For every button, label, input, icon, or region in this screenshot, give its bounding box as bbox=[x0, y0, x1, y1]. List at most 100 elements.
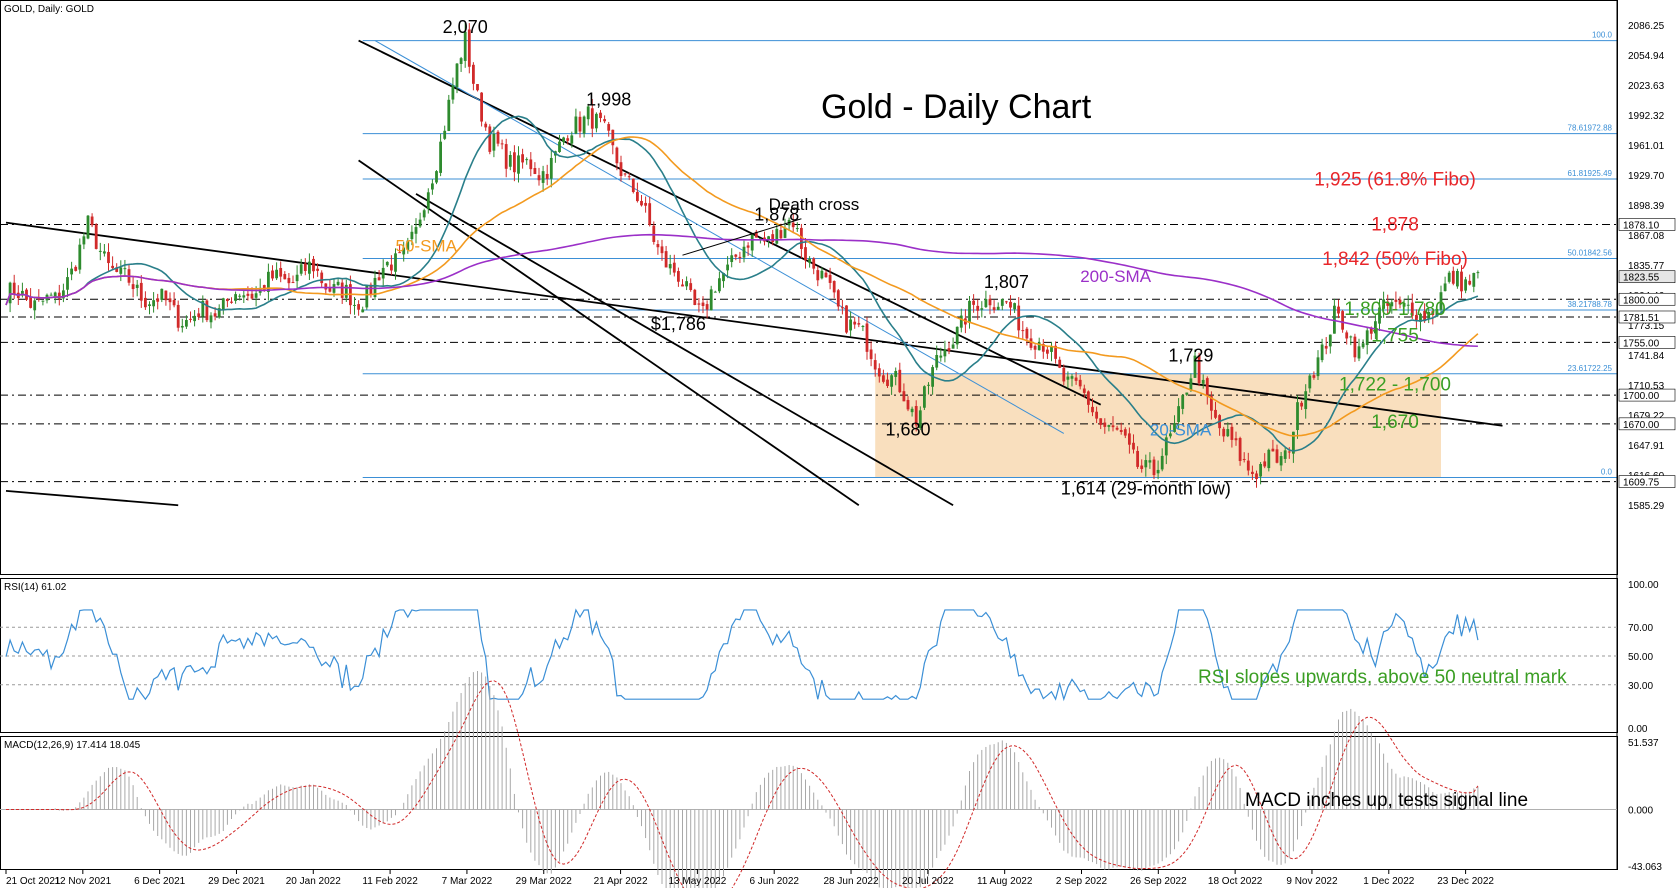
date-tick-label: 11 Aug 2022 bbox=[977, 876, 1033, 887]
candle-body bbox=[353, 304, 356, 306]
level-annotation: 1,878 bbox=[1371, 215, 1419, 236]
chart-title: Gold - Daily Chart bbox=[821, 88, 1092, 126]
candle-body bbox=[914, 405, 918, 426]
candle-body bbox=[328, 287, 332, 292]
candle-body bbox=[701, 302, 705, 307]
macd-tick-label: -43.063 bbox=[1628, 862, 1662, 873]
candle-body bbox=[1406, 304, 1410, 306]
candle-body bbox=[968, 300, 971, 323]
rsi-annotation: RSI slopes upwards, above 50 neutral mar… bbox=[1198, 667, 1567, 688]
candle-body bbox=[607, 124, 611, 131]
candle-body bbox=[816, 270, 820, 281]
trend-line bbox=[5, 221, 1503, 427]
candle-body bbox=[291, 282, 295, 284]
candle-body bbox=[1365, 330, 1369, 346]
candle-body bbox=[1300, 402, 1303, 407]
date-tick-label: 2 Sep 2022 bbox=[1056, 876, 1108, 887]
rsi-tick-label: 50.00 bbox=[1628, 652, 1653, 663]
macd-annotation: MACD inches up, tests signal line bbox=[1245, 790, 1528, 811]
candle-body bbox=[636, 191, 639, 202]
candle-body bbox=[115, 267, 119, 272]
candle-body bbox=[148, 304, 151, 307]
candle-body bbox=[832, 281, 836, 293]
price-tick-label: 2023.63 bbox=[1628, 81, 1665, 92]
rsi-title: RSI(14) 61.02 bbox=[4, 582, 67, 593]
candle-body bbox=[1050, 346, 1053, 352]
candle-body bbox=[1320, 344, 1324, 361]
candle-body bbox=[590, 108, 594, 129]
candle-body bbox=[578, 116, 582, 132]
price-level-badge bbox=[1618, 336, 1676, 349]
candle-body bbox=[1451, 270, 1455, 284]
candle-body bbox=[152, 300, 155, 307]
candle-body bbox=[295, 274, 299, 282]
candle-body bbox=[1152, 459, 1156, 476]
candle-body bbox=[139, 282, 143, 301]
candle-body bbox=[746, 245, 750, 248]
price-axis: 2086.25 2054.94 2023.63 1992.32 1961.01 1929.… bbox=[1616, 0, 1676, 870]
candle-body bbox=[1173, 423, 1176, 432]
candle-body bbox=[939, 355, 943, 358]
price-tick-label: 1867.08 bbox=[1628, 231, 1665, 242]
candle-body bbox=[496, 131, 500, 144]
candle-body bbox=[447, 99, 451, 131]
candle-body bbox=[722, 273, 725, 282]
candle-body bbox=[1263, 461, 1267, 467]
candle-body bbox=[1070, 376, 1074, 379]
candle-body bbox=[1189, 378, 1193, 391]
candle-body bbox=[800, 227, 803, 249]
price-label: 1,807 bbox=[984, 272, 1029, 292]
candle-body bbox=[394, 253, 397, 272]
candle-body bbox=[123, 268, 127, 270]
candle-body bbox=[1103, 422, 1107, 427]
candle-body bbox=[672, 262, 676, 273]
candle-body bbox=[750, 234, 754, 251]
candle-body bbox=[1029, 338, 1033, 348]
candle-body bbox=[742, 246, 746, 258]
candle-body bbox=[193, 315, 196, 322]
price-level-badge bbox=[1618, 475, 1676, 488]
candle-body bbox=[828, 274, 832, 283]
candle-body bbox=[164, 290, 168, 301]
price-label: 1,878 bbox=[754, 205, 799, 225]
date-tick-label: 20 Jan 2022 bbox=[286, 876, 341, 887]
candle-body bbox=[1259, 464, 1262, 477]
candle-body bbox=[1460, 271, 1463, 292]
candle-body bbox=[668, 264, 672, 269]
candle-body bbox=[21, 290, 24, 296]
candle-body bbox=[135, 284, 139, 289]
candle-body bbox=[1054, 345, 1057, 359]
candle-body bbox=[119, 267, 123, 274]
candle-body bbox=[718, 278, 721, 292]
candle-body bbox=[361, 309, 365, 313]
candle-body bbox=[209, 315, 213, 323]
candle-body bbox=[890, 375, 893, 387]
candle-body bbox=[1345, 332, 1349, 339]
candle-body bbox=[1058, 359, 1062, 368]
death-cross-label: Death cross bbox=[769, 195, 860, 214]
candle-body bbox=[1476, 272, 1480, 274]
candle-body bbox=[771, 234, 775, 242]
candle-body bbox=[1185, 392, 1189, 395]
candle-body bbox=[82, 236, 86, 245]
candle-body bbox=[1337, 306, 1340, 314]
candle-body bbox=[652, 225, 656, 242]
candle-body bbox=[808, 258, 811, 263]
candle-body bbox=[894, 370, 898, 377]
price-level-value: 1609.75 bbox=[1623, 478, 1660, 489]
candle-body bbox=[111, 265, 114, 269]
candle-body bbox=[1292, 431, 1295, 454]
candle-body bbox=[660, 246, 664, 254]
candle-body bbox=[623, 173, 627, 175]
candle-body bbox=[1169, 433, 1172, 437]
candle-body bbox=[57, 292, 61, 299]
candle-body bbox=[1111, 425, 1115, 428]
candle-body bbox=[107, 251, 110, 264]
candle-body bbox=[1447, 272, 1451, 282]
candle-body bbox=[603, 119, 606, 122]
candle-body bbox=[685, 281, 688, 287]
candle-body bbox=[1062, 367, 1066, 382]
fib-level-label: 50.01842.56 bbox=[1568, 248, 1613, 257]
